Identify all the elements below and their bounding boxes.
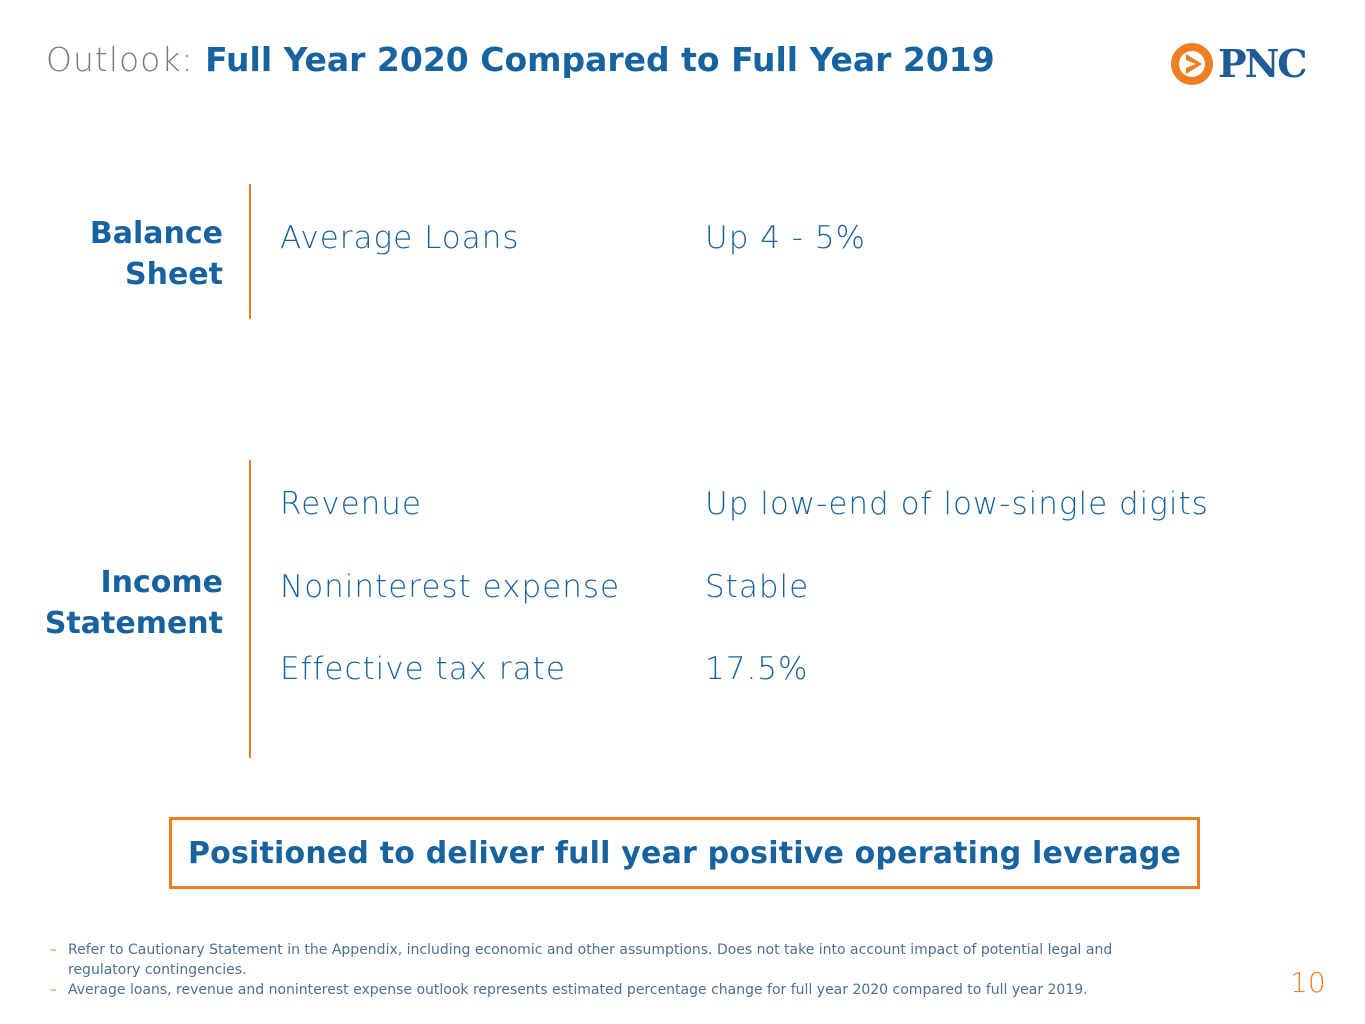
value-effective-tax-rate: 17.5% xyxy=(705,651,809,687)
pnc-logo-icon xyxy=(1171,43,1213,85)
value-revenue: Up low-end of low-single digits xyxy=(705,486,1209,522)
income-statement-label-line2: Statement xyxy=(44,606,223,641)
table-row: Noninterest expense Stable xyxy=(280,569,1280,613)
footnote-bullet: – xyxy=(50,942,57,958)
callout-box: Positioned to deliver full year positive… xyxy=(169,817,1200,889)
pnc-logo-text: PNC xyxy=(1218,41,1308,86)
income-statement-label-line1: Income xyxy=(100,565,223,600)
footnote-text: Refer to Cautionary Statement in the App… xyxy=(68,942,1113,978)
metric-average-loans: Average Loans xyxy=(280,220,520,256)
page-title: Outlook: Full Year 2020 Compared to Full… xyxy=(46,40,995,80)
footnote-text: Average loans, revenue and noninterest e… xyxy=(68,982,1088,998)
balance-sheet-label-line2: Sheet xyxy=(125,257,223,292)
footnotes: – Refer to Cautionary Statement in the A… xyxy=(50,940,1180,1000)
title-main: Full Year 2020 Compared to Full Year 201… xyxy=(205,40,995,79)
table-row: Average Loans Up 4 - 5% xyxy=(280,220,1280,264)
value-noninterest-expense: Stable xyxy=(705,569,810,605)
metric-revenue: Revenue xyxy=(280,486,423,522)
value-average-loans: Up 4 - 5% xyxy=(705,220,867,256)
footnote-bullet: – xyxy=(50,982,57,998)
page-number: 10 xyxy=(1290,966,1326,999)
table-row: Effective tax rate 17.5% xyxy=(280,651,1280,695)
metric-effective-tax-rate: Effective tax rate xyxy=(280,651,566,687)
balance-sheet-divider xyxy=(249,184,251,319)
balance-sheet-label-line1: Balance xyxy=(89,216,223,251)
pnc-logo: PNC xyxy=(1170,40,1320,88)
table-row: Revenue Up low-end of low-single digits xyxy=(280,486,1280,530)
income-statement-divider xyxy=(249,460,251,758)
callout-text: Positioned to deliver full year positive… xyxy=(187,835,1182,871)
title-prefix: Outlook: xyxy=(46,40,194,79)
income-statement-label: Income Statement xyxy=(45,562,223,644)
balance-sheet-label: Balance Sheet xyxy=(90,213,223,295)
metric-noninterest-expense: Noninterest expense xyxy=(280,569,621,605)
footnote-item: – Refer to Cautionary Statement in the A… xyxy=(50,940,1180,980)
footnote-item: – Average loans, revenue and noninterest… xyxy=(50,980,1180,1000)
